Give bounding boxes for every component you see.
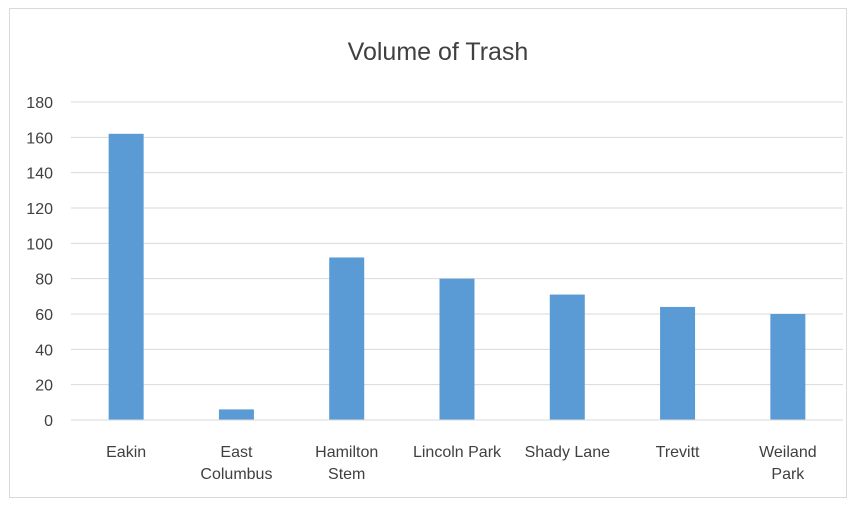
bar-east-columbus (218, 409, 254, 420)
bar-weiland-park (770, 314, 806, 420)
x-category-label-line: Park (771, 466, 805, 483)
y-tick-label: 20 (35, 378, 53, 395)
x-category-label: Trevitt (656, 444, 700, 461)
x-category-label-line: Weiland (759, 444, 817, 461)
x-category-label-line: Trevitt (656, 444, 700, 461)
bar-lincoln-park (439, 278, 475, 420)
bar-trevitt (660, 306, 696, 420)
x-category-label: East Columbus (200, 444, 272, 483)
x-category-label-line: Eakin (106, 444, 146, 461)
x-category-label-line: Hamilton (315, 444, 378, 461)
x-category-label: Lincoln Park (413, 444, 502, 461)
x-axis-labels: Eakin East Columbus Hamilton Stem Lincoln Par… (106, 444, 816, 483)
x-category-label: Hamilton Stem (315, 444, 378, 483)
y-axis-ticks: 0 20 40 60 80 100 120 140 160 180 (26, 95, 53, 430)
x-category-label: Eakin (106, 444, 146, 461)
y-tick-label: 160 (26, 130, 53, 147)
y-tick-label: 180 (26, 95, 53, 112)
y-tick-label: 140 (26, 166, 53, 183)
chart-frame (9, 8, 847, 498)
x-category-label-line: Stem (328, 466, 365, 483)
gridlines (71, 101, 843, 386)
x-category-label-line: Shady Lane (525, 444, 611, 461)
bars (108, 133, 806, 421)
bar-eakin (108, 133, 144, 421)
x-category-label-line: Columbus (200, 466, 272, 483)
y-tick-label: 100 (26, 236, 53, 253)
x-category-label-line: East (220, 444, 253, 461)
bar-shady-lane (549, 294, 585, 420)
y-tick-label: 0 (44, 413, 53, 430)
y-tick-label: 40 (35, 342, 53, 359)
chart-title: Volume of Trash (348, 38, 529, 66)
bar-hamilton-stem (329, 257, 365, 420)
x-category-label-line: Lincoln Park (413, 444, 502, 461)
x-category-label: Shady Lane (525, 444, 611, 461)
y-tick-label: 60 (35, 307, 53, 324)
y-tick-label: 80 (35, 272, 53, 289)
x-category-label: Weiland Park (759, 444, 817, 483)
y-tick-label: 120 (26, 201, 53, 218)
